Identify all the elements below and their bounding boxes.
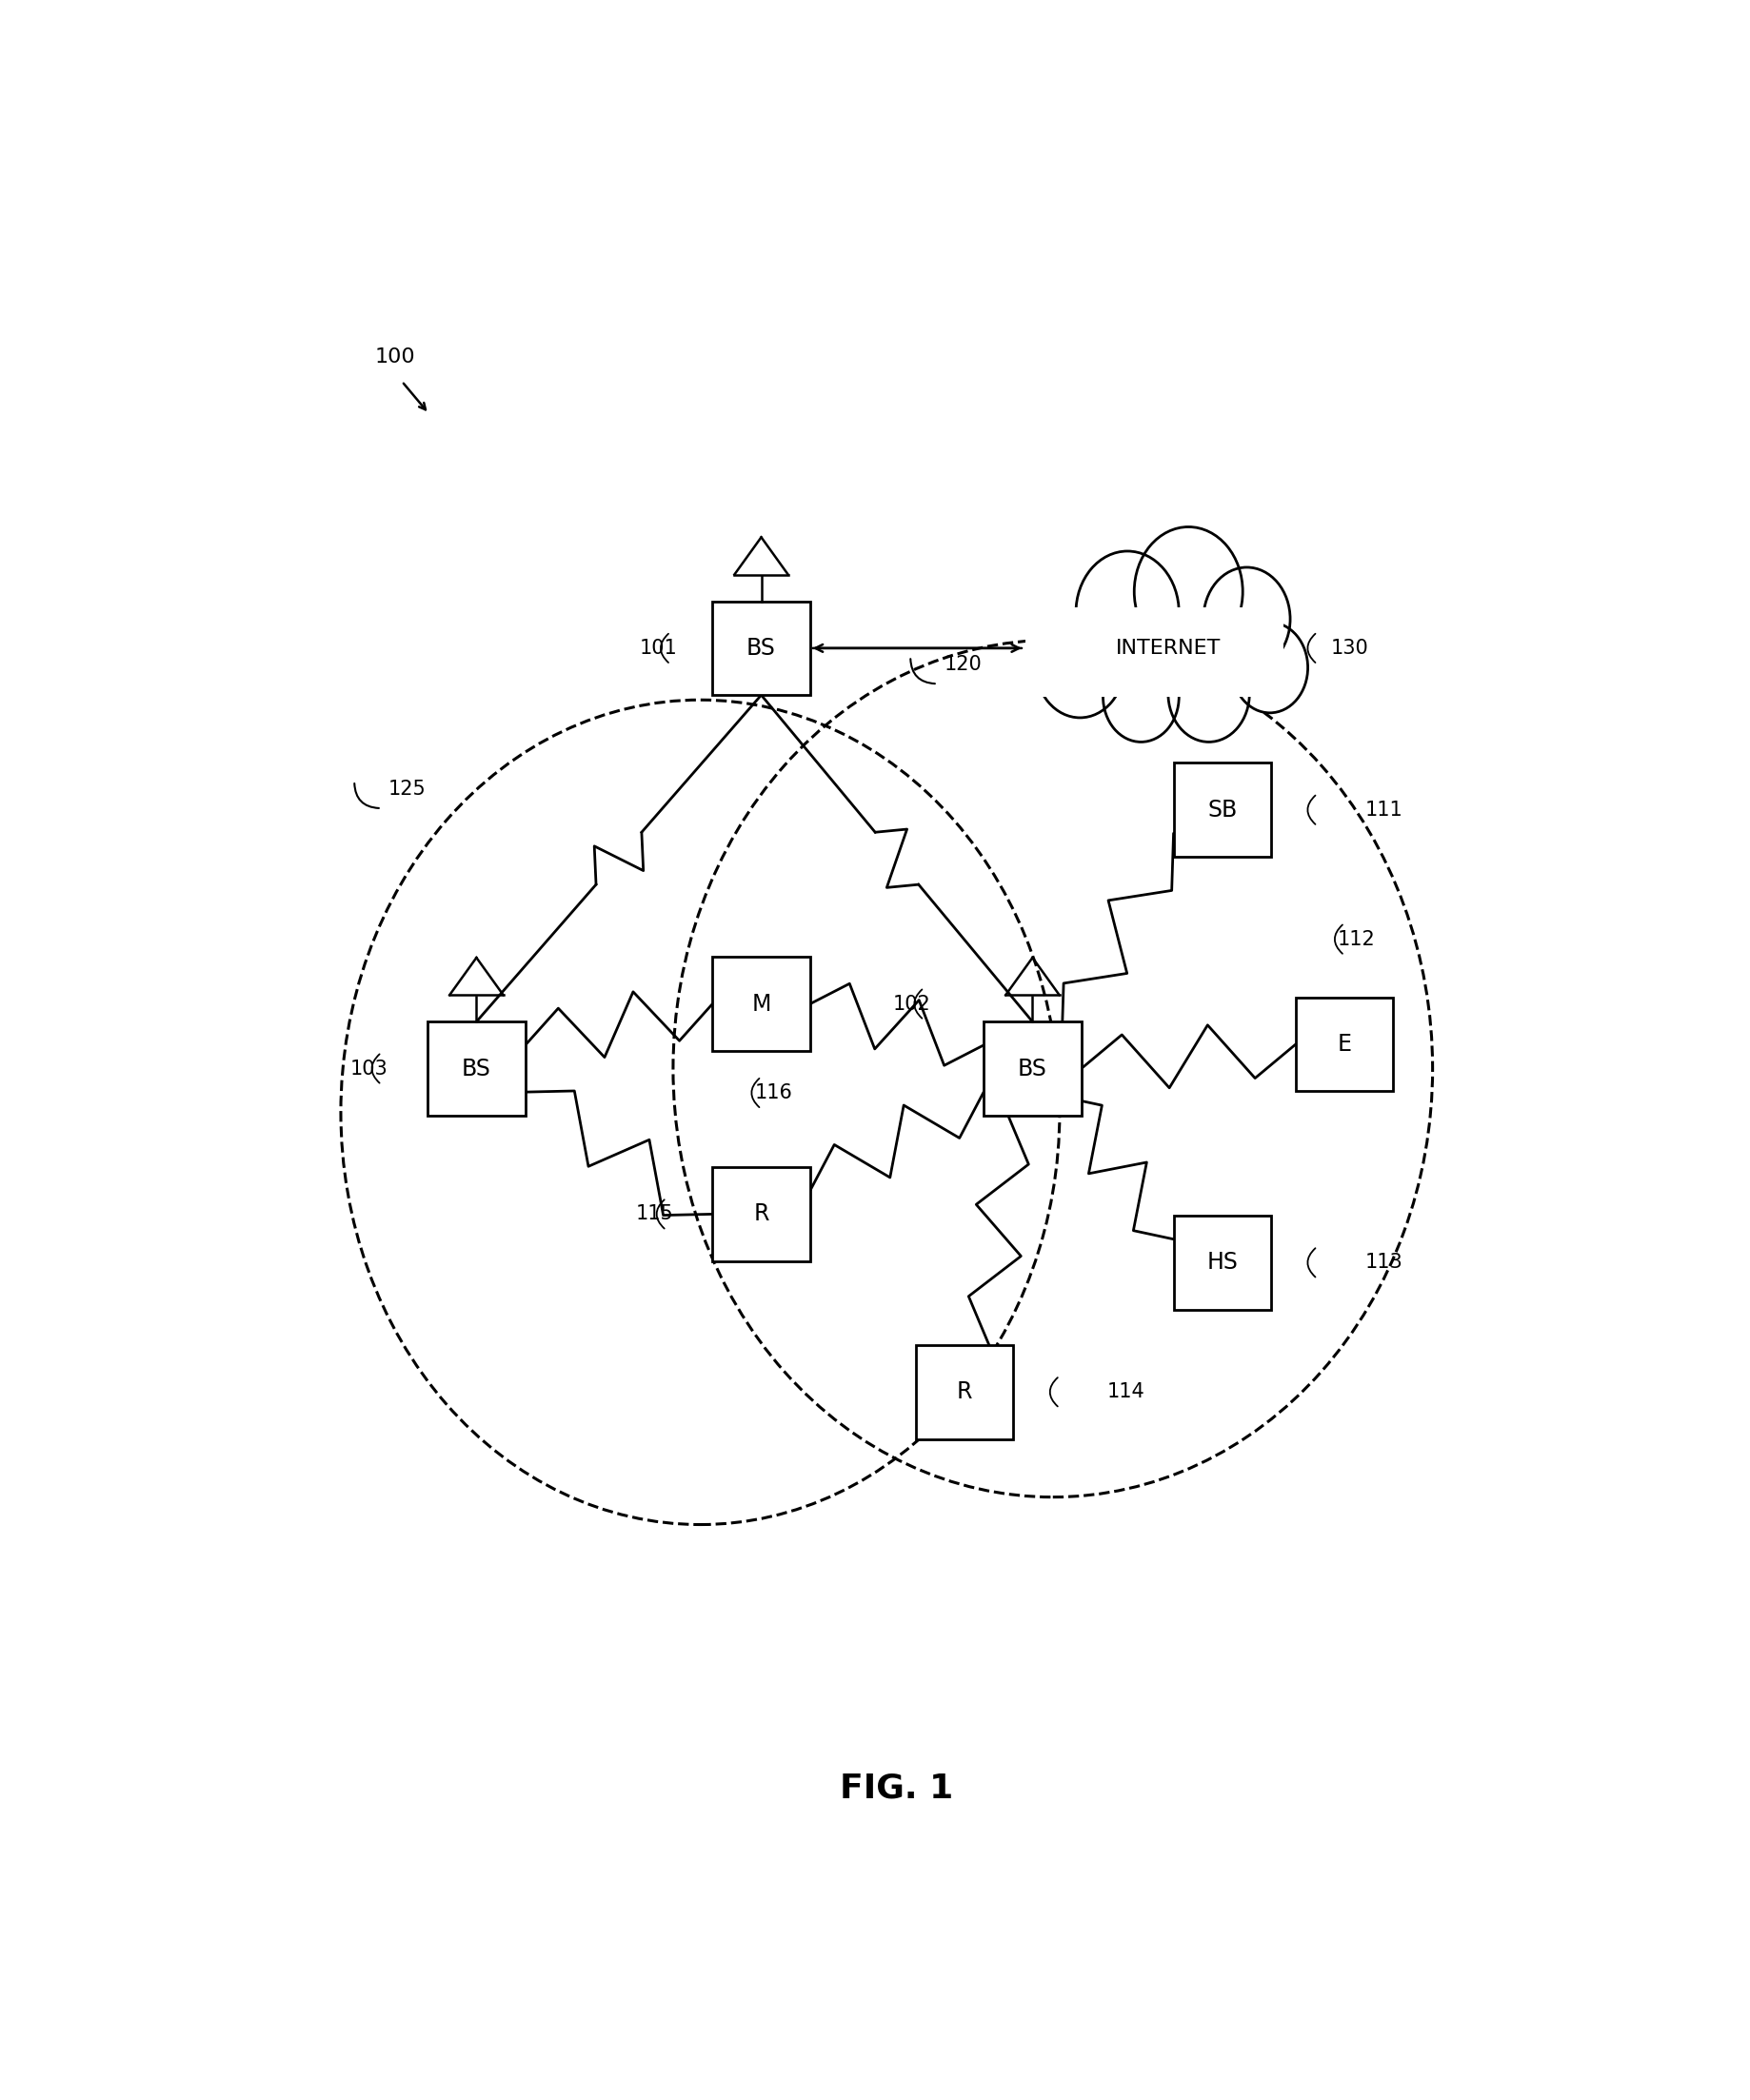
Circle shape (1232, 622, 1307, 712)
FancyBboxPatch shape (1174, 1216, 1270, 1310)
FancyBboxPatch shape (712, 958, 810, 1050)
Text: R: R (754, 1203, 768, 1226)
Text: 102: 102 (892, 995, 931, 1014)
Text: BS: BS (747, 636, 775, 659)
Text: 114: 114 (1108, 1382, 1144, 1401)
Text: 115: 115 (635, 1205, 674, 1224)
FancyBboxPatch shape (984, 1023, 1082, 1115)
Text: BS: BS (1018, 1056, 1046, 1079)
FancyBboxPatch shape (712, 601, 810, 695)
Circle shape (1076, 550, 1180, 674)
Text: E: E (1337, 1033, 1351, 1056)
Text: M: M (751, 993, 772, 1014)
Circle shape (1134, 527, 1242, 657)
Text: HS: HS (1207, 1252, 1237, 1275)
Text: 112: 112 (1337, 930, 1376, 949)
Text: FIG. 1: FIG. 1 (840, 1772, 954, 1804)
Text: SB: SB (1207, 798, 1237, 821)
Circle shape (1167, 645, 1250, 741)
Text: BS: BS (462, 1056, 492, 1079)
FancyBboxPatch shape (915, 1346, 1013, 1439)
Text: 125: 125 (388, 779, 427, 798)
FancyBboxPatch shape (1026, 607, 1283, 697)
Text: 100: 100 (374, 349, 415, 367)
Text: 103: 103 (350, 1058, 388, 1077)
Text: 120: 120 (945, 655, 982, 674)
Circle shape (1036, 611, 1125, 718)
Text: INTERNET: INTERNET (1115, 638, 1222, 657)
Circle shape (1204, 567, 1290, 670)
Text: 111: 111 (1365, 800, 1404, 819)
FancyBboxPatch shape (1174, 762, 1270, 857)
Text: 130: 130 (1330, 638, 1369, 657)
FancyBboxPatch shape (427, 1023, 525, 1115)
Text: 113: 113 (1365, 1254, 1404, 1273)
Text: 101: 101 (639, 638, 677, 657)
FancyBboxPatch shape (1295, 997, 1393, 1092)
Text: 116: 116 (754, 1084, 793, 1102)
Text: R: R (957, 1380, 973, 1403)
Circle shape (1102, 651, 1180, 741)
FancyBboxPatch shape (712, 1168, 810, 1260)
